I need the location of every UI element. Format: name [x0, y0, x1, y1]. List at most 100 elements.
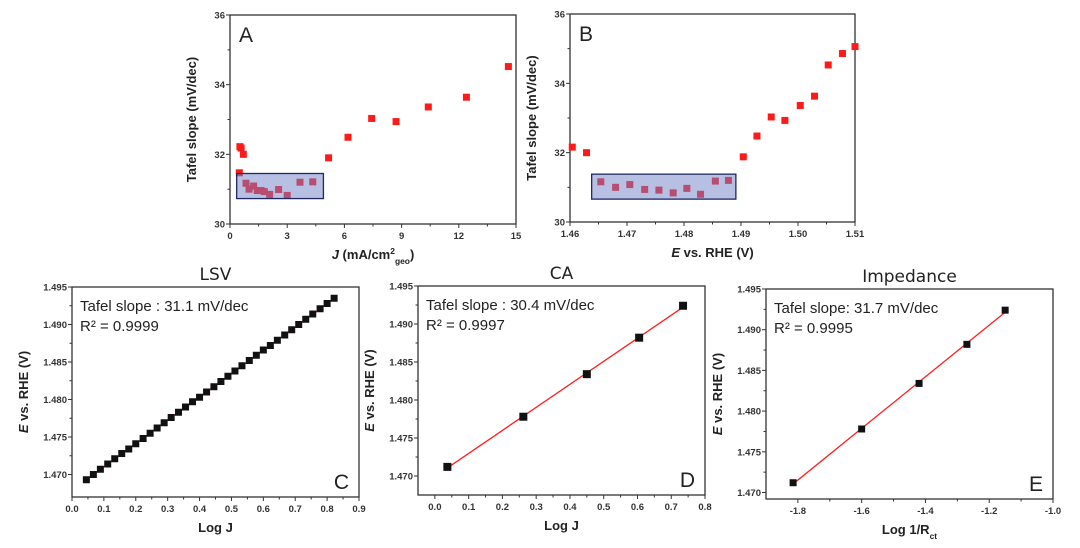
x-tick-label: 3: [285, 231, 290, 242]
data-point: [196, 393, 204, 401]
data-point: [139, 435, 147, 442]
x-tick-label: 0.6: [257, 504, 270, 515]
annotation-text: R² = 0.9997: [426, 317, 505, 334]
label-part: E: [710, 426, 725, 435]
data-point: [824, 61, 832, 69]
y-tick-label: 30: [554, 218, 565, 229]
y-axis-label: Tafel slope (mV/dec): [184, 57, 199, 182]
y-tick-label: 36: [554, 10, 565, 21]
data-point: [288, 326, 296, 334]
data-point: [259, 346, 267, 354]
x-tick-label: -1.4: [917, 506, 934, 517]
y-tick-label: 1.480: [43, 395, 67, 406]
data-point: [231, 367, 239, 375]
x-tick-label: 6: [342, 231, 347, 242]
label-part: Log J: [544, 518, 579, 533]
panel-letter: A: [239, 24, 253, 47]
plot-frame: [765, 288, 1054, 500]
x-tick-label: 1.47: [618, 229, 637, 240]
x-tick-label: 12: [454, 231, 465, 242]
y-axis-label: E vs. RHE (V): [362, 349, 377, 431]
y-tick-label: 1.495: [389, 282, 413, 293]
data-point: [462, 93, 470, 101]
annotation-text: Tafel slope : 31.1 mV/dec: [80, 298, 249, 315]
x-tick-label: 0.1: [97, 504, 111, 515]
x-tick-label: 0.7: [665, 502, 678, 513]
data-point: [239, 150, 247, 158]
data-point: [302, 315, 310, 323]
y-tick-label: 1.470: [389, 472, 413, 483]
x-tick-label: 0.8: [698, 502, 711, 513]
x-axis-label: Log J: [544, 518, 579, 533]
x-tick-label: 0: [227, 231, 232, 242]
data-point: [325, 154, 333, 162]
data-point: [635, 333, 644, 342]
data-point: [519, 412, 528, 421]
data-point: [767, 113, 775, 121]
x-tick-label: 0.1: [462, 502, 476, 513]
data-point: [281, 331, 289, 339]
data-point: [167, 414, 175, 421]
data-point: [424, 103, 432, 111]
data-point: [915, 379, 923, 387]
data-point: [125, 445, 133, 453]
label-part: Log J: [198, 520, 233, 535]
data-point: [89, 471, 97, 478]
label-part: E: [362, 423, 377, 432]
x-tick-label: 0.4: [563, 502, 577, 513]
x-tick-label: 0.3: [530, 502, 543, 513]
y-tick-label: 34: [554, 79, 565, 90]
y-tick-label: 1.480: [737, 407, 761, 418]
x-tick-label: 0.0: [428, 502, 441, 513]
label-part: vs. RHE (V): [362, 349, 377, 423]
y-tick-label: 1.480: [389, 396, 413, 407]
panel-letter: C: [334, 471, 349, 494]
data-point: [210, 383, 218, 391]
data-point: [851, 43, 859, 51]
x-tick-label: 15: [511, 231, 522, 242]
x-tick-label: -1.6: [853, 506, 869, 517]
label-part: vs. RHE (V): [16, 351, 31, 425]
chart-title: LSV: [200, 265, 232, 285]
x-tick-label: 1.50: [789, 229, 808, 240]
data-point: [739, 153, 747, 161]
panel-letter: B: [579, 23, 593, 46]
x-tick-label: -1.0: [1045, 506, 1061, 517]
y-tick-label: 1.490: [737, 325, 761, 336]
label-part: vs. RHE (V): [680, 245, 754, 260]
x-tick-label: 0.0: [65, 504, 78, 515]
y-tick-label: 1.470: [43, 470, 67, 481]
data-point: [295, 321, 303, 328]
label-part: E: [671, 245, 680, 260]
y-tick-label: 1.495: [737, 285, 761, 296]
data-point: [443, 462, 452, 471]
data-point: [189, 398, 197, 406]
panel-letter: D: [680, 469, 695, 492]
data-point: [323, 300, 331, 307]
highlight-box: [591, 173, 737, 200]
annotation-text: Tafel slope: 31.7 mV/dec: [774, 300, 939, 317]
data-point: [175, 408, 183, 416]
y-tick-label: 1.490: [43, 320, 67, 331]
x-tick-label: 1.49: [732, 229, 751, 240]
chart-title: Impedance: [862, 267, 957, 287]
y-axis-label: Tafel slope (mV/dec): [524, 55, 539, 180]
data-point: [273, 336, 281, 344]
data-point: [781, 116, 789, 124]
label-part: Log 1/R: [882, 522, 930, 537]
data-point: [368, 114, 376, 122]
data-point: [392, 118, 400, 126]
chart-panel-c: 0.0 0.1 0.2 0.3 0.4 0.5 0.6 0.7 0.8 0.9 1.470 1.475…: [16, 265, 366, 535]
x-tick-label: 1.51: [846, 229, 865, 240]
x-tick-label: 0.9: [352, 504, 365, 515]
data-point: [238, 362, 246, 370]
label-part: J: [332, 247, 340, 262]
chart-panel-d: 0.0 0.1 0.2 0.3 0.4 0.5 0.6 0.7 0.8 1.470 1.475 1.4…: [362, 264, 712, 533]
data-point: [237, 144, 245, 152]
data-point: [224, 372, 232, 380]
label-part: (mA/cm: [339, 247, 390, 262]
x-tick-label: 0.6: [631, 502, 644, 513]
data-point: [504, 63, 512, 71]
